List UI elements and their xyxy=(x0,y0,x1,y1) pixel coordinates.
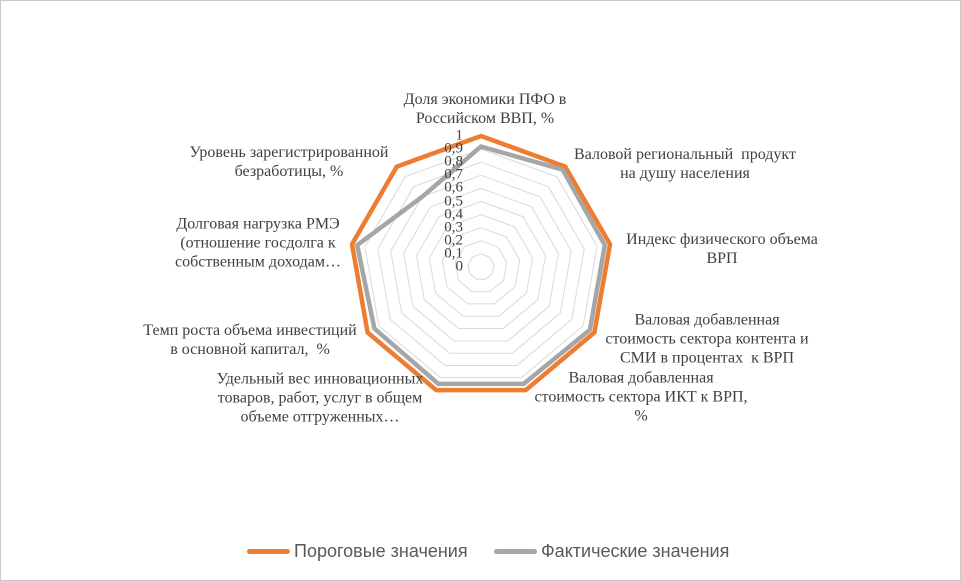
radial-axis-tick: 0,7 xyxy=(444,166,463,183)
radial-axis-tick: 0,8 xyxy=(444,153,463,170)
axis-label: Темп роста объема инвестиций в основной к… xyxy=(143,322,357,358)
series-polygon-1 xyxy=(354,144,608,387)
series-polygon-0 xyxy=(349,133,613,393)
axis-label: Валовая добавленная стоимость сектора ИКТ… xyxy=(534,369,748,425)
radial-axis-tick: 0,2 xyxy=(444,232,463,249)
axis-label: Доля экономики ПФО в Российском ВВП, % xyxy=(403,91,567,127)
legend-label-actual-values: Фактические значения xyxy=(541,540,730,561)
radial-axis-tick: 0,3 xyxy=(444,219,463,236)
axis-label: Долговая нагрузка РМЭ (отношение госдолга… xyxy=(175,215,341,271)
grid-ring xyxy=(454,240,508,293)
grid-ring xyxy=(390,174,572,354)
grid-ring xyxy=(364,148,598,379)
grid-ring xyxy=(428,214,534,317)
radial-axis-tick: 0,6 xyxy=(444,179,463,196)
axis-label: Удельный вес инновационных товаров, работ… xyxy=(216,370,424,426)
radial-axis-tick: 0,4 xyxy=(444,206,463,223)
grid-ring xyxy=(403,187,559,342)
radial-axis-tick: 0,5 xyxy=(444,193,463,209)
radial-axis-tick: 0 xyxy=(455,258,464,275)
grid-ring xyxy=(467,253,495,280)
grid-ring xyxy=(415,200,547,329)
axis-label: Уровень зарегистрированной безработицы, % xyxy=(189,144,389,180)
legend-item-actual-values[interactable]: Фактические значения xyxy=(494,540,730,561)
threshold-series-swatch-icon xyxy=(247,548,290,554)
legend-label-threshold-values: Пороговые значения xyxy=(294,540,468,561)
axis-label: Валовая добавленная стоимость сектора кон… xyxy=(605,311,809,367)
radial-axis-tick: 1 xyxy=(455,127,464,144)
axis-label: Валовой региональный продукт на душу насе… xyxy=(574,146,796,182)
grid-ring xyxy=(441,227,521,305)
radial-axis-tick: 0,9 xyxy=(444,140,463,157)
legend-item-threshold-values[interactable]: Пороговые значения xyxy=(247,540,468,561)
radial-axis-tick: 0,1 xyxy=(444,245,463,262)
axis-label: Индекс физического объема ВРП xyxy=(626,231,818,267)
actual-series-swatch-icon xyxy=(494,548,537,554)
